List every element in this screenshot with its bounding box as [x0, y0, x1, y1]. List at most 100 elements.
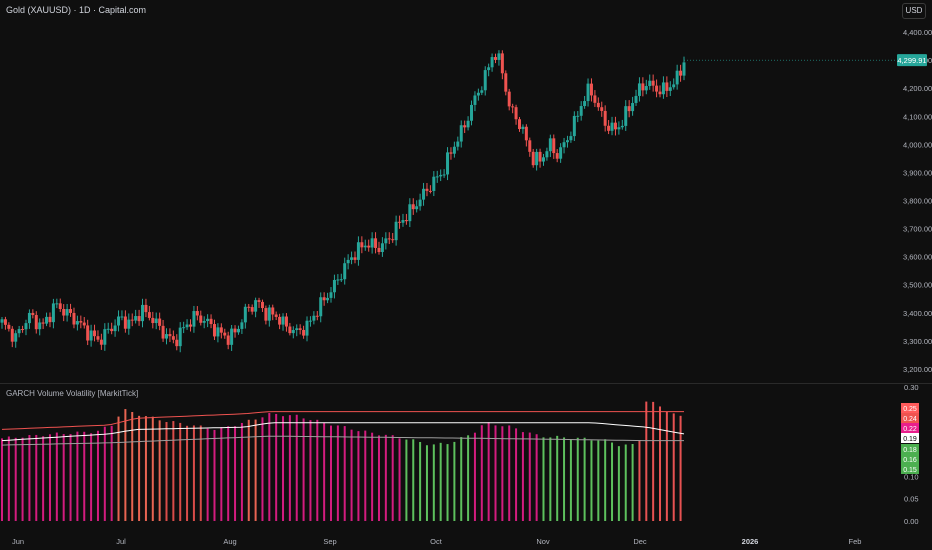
- value-badge: [901, 423, 919, 433]
- candle-body: [562, 142, 566, 148]
- candle-body: [476, 92, 480, 96]
- candle-body: [58, 303, 62, 310]
- y-tick-label: 4,200.00: [903, 84, 932, 93]
- candle-body: [319, 297, 323, 317]
- candle-body: [288, 326, 292, 334]
- candle-body: [404, 220, 408, 222]
- volatility-bar: [371, 432, 374, 521]
- candle-body: [151, 317, 155, 324]
- candle-body: [188, 324, 192, 327]
- value-badge-label: 0.19: [903, 436, 917, 443]
- y-tick-label: 3,900.00: [903, 168, 932, 177]
- volatility-bar: [679, 415, 682, 521]
- candle-body: [254, 300, 258, 312]
- candle-body: [339, 279, 343, 281]
- volatility-bar: [7, 436, 10, 521]
- candle-body: [377, 247, 381, 252]
- candle-body: [528, 140, 532, 152]
- candle-body: [312, 315, 316, 321]
- candle-body: [408, 204, 412, 222]
- candle-body: [267, 307, 271, 321]
- candle-body: [555, 153, 559, 159]
- volatility-bar: [96, 430, 99, 521]
- candle-body: [422, 188, 426, 200]
- candle-body: [7, 324, 11, 329]
- volatility-bar: [521, 432, 524, 521]
- volatility-bar: [549, 437, 552, 521]
- candle-body: [72, 312, 76, 325]
- candle-body: [487, 67, 491, 71]
- last-price-label: 4,299.91: [897, 56, 926, 65]
- candle-body: [374, 238, 378, 248]
- volatility-bar: [62, 434, 65, 521]
- candle-body: [398, 221, 402, 223]
- volatility-bar: [659, 406, 662, 521]
- candle-body: [257, 300, 261, 302]
- candle-body: [226, 335, 230, 345]
- volatility-bar: [158, 420, 161, 521]
- candle-body: [350, 257, 354, 260]
- volatility-bar: [453, 441, 456, 521]
- volatility-bar: [199, 425, 202, 521]
- y-tick-label: 4,100.00: [903, 112, 932, 121]
- candle-body: [332, 279, 336, 293]
- candle-body: [158, 318, 162, 326]
- candle-body: [356, 242, 360, 260]
- volatility-bar: [590, 440, 593, 521]
- x-tick-label: Feb: [849, 537, 862, 546]
- candle-body: [178, 327, 182, 347]
- volatility-bar: [473, 432, 476, 521]
- x-tick-label: Dec: [633, 537, 647, 546]
- candle-body: [89, 330, 93, 341]
- candle-body: [302, 329, 306, 336]
- candle-body: [353, 257, 357, 260]
- candle-body: [243, 306, 247, 323]
- currency-button[interactable]: USD: [902, 3, 926, 19]
- value-badge-label: 0.25: [903, 406, 917, 413]
- volatility-bar: [563, 437, 566, 521]
- volatility-bar: [192, 425, 195, 521]
- volatility-bar: [76, 431, 79, 521]
- volatility-bar: [535, 434, 538, 521]
- volatility-bar: [391, 435, 394, 521]
- candle-body: [411, 204, 415, 210]
- value-badge: [901, 454, 919, 464]
- candle-body: [212, 324, 216, 337]
- volatility-bar: [412, 439, 415, 521]
- candle-body: [216, 327, 220, 337]
- candle-body: [31, 312, 35, 316]
- volatility-bar: [295, 414, 298, 521]
- volatility-bar: [542, 437, 545, 521]
- candle-body: [497, 53, 501, 60]
- candle-body: [490, 57, 494, 68]
- candle-body: [661, 82, 665, 95]
- volatility-histogram: [1, 401, 682, 521]
- candle-body: [524, 126, 528, 141]
- candle-body: [617, 127, 621, 130]
- volatility-bar: [220, 427, 223, 521]
- volatility-bar: [460, 437, 463, 521]
- candle-body: [569, 136, 573, 141]
- volatility-bar: [21, 437, 24, 521]
- volatility-bar: [103, 426, 106, 521]
- candle-body: [120, 316, 124, 318]
- volatility-bar: [227, 426, 230, 521]
- candle-body: [679, 70, 683, 76]
- candle-body: [65, 309, 69, 316]
- y-tick-label: 3,700.00: [903, 225, 932, 234]
- candle-body: [559, 147, 563, 159]
- candle-body: [452, 146, 456, 154]
- candle-body: [161, 325, 165, 339]
- candle-body: [281, 316, 285, 325]
- candle-body: [428, 190, 432, 192]
- candle-body: [387, 238, 391, 240]
- volatility-bar: [28, 435, 31, 521]
- volatility-bar: [672, 413, 675, 521]
- candle-body: [418, 199, 422, 207]
- candle-body: [432, 176, 436, 191]
- candle-body: [236, 328, 240, 333]
- volatility-bar: [124, 409, 127, 521]
- volatility-bar: [617, 446, 620, 521]
- candle-body: [34, 315, 38, 330]
